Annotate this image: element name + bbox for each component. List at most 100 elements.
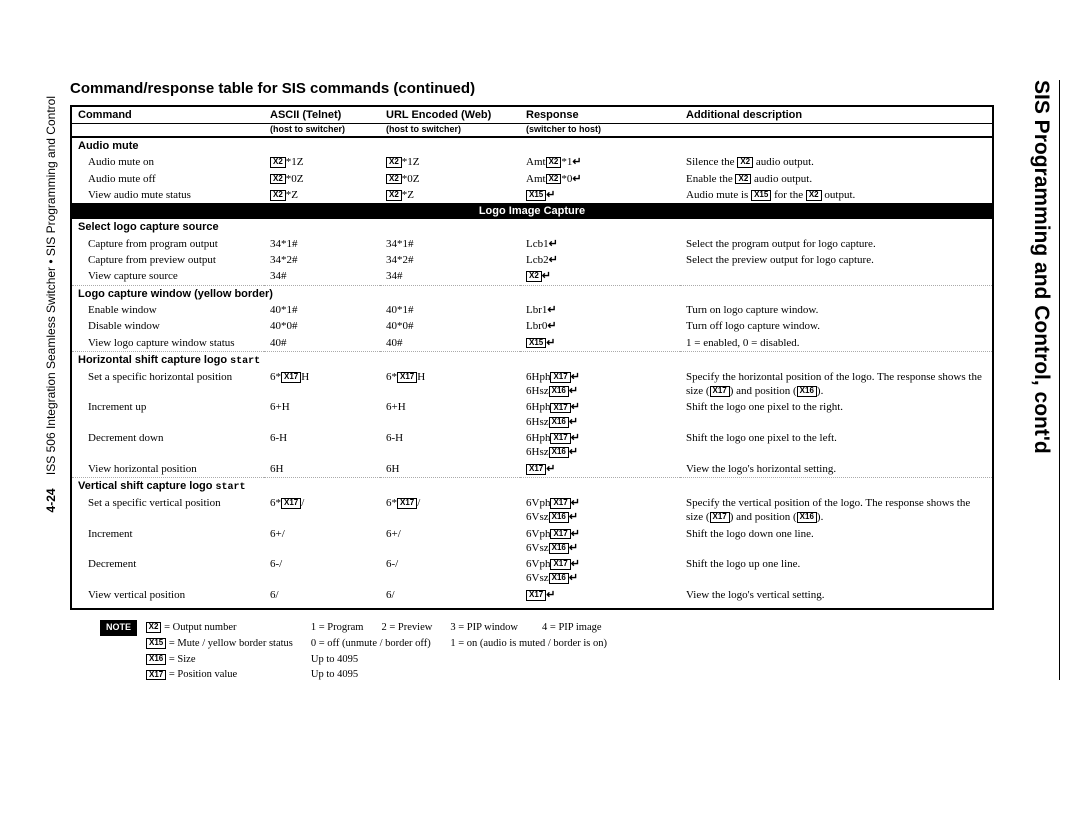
table-row: Set a specific vertical position 6*X17/ … <box>72 495 992 526</box>
resp: Amt <box>526 156 546 168</box>
cmd-cell: Set a specific horizontal position <box>72 369 264 400</box>
code: H <box>417 371 425 383</box>
sub-blank <box>72 124 264 138</box>
table-row: View logo capture window status 40# 40# … <box>72 335 992 352</box>
var-x16: X16 <box>797 386 817 397</box>
desc-cell: Silence the X2 audio output. <box>680 154 992 170</box>
var-x2: X2 <box>270 174 286 185</box>
var-x16: X16 <box>549 386 569 397</box>
col-url: URL Encoded (Web) <box>380 107 520 124</box>
cmd-cell: View logo capture window status <box>72 335 264 352</box>
ascii-cell: 6*X17H <box>264 369 380 400</box>
resp-cell: X15↵ <box>520 187 680 203</box>
return-icon: ↵ <box>569 385 578 397</box>
resp-cell: X17↵ <box>520 587 680 608</box>
ascii-cell: X2*Z <box>264 187 380 203</box>
desc-cell: 1 = enabled, 0 = disabled. <box>680 335 992 352</box>
table-row: View capture source 34# 34# X2↵ <box>72 268 992 285</box>
desc-text: Audio mute is <box>686 189 751 201</box>
resp: 6Hph <box>526 432 550 444</box>
code: *0Z <box>286 173 304 185</box>
url-cell: 34*1# <box>380 236 520 252</box>
note-text: = Size <box>166 654 195 665</box>
cmd-cell: Disable window <box>72 318 264 334</box>
var-x17: X17 <box>281 498 301 509</box>
note-cell: 3 = PIP window <box>450 620 542 636</box>
var-x16: X16 <box>549 447 569 458</box>
resp-cell: X15↵ <box>520 335 680 352</box>
ascii-cell: 6/ <box>264 587 380 608</box>
code: *1Z <box>286 156 304 168</box>
ascii-cell: 6H <box>264 461 380 478</box>
note-cell: X15 = Mute / yellow border status <box>100 636 311 652</box>
note-cell: Up to 4095 <box>311 667 625 683</box>
desc-cell: Audio mute is X15 for the X2 output. <box>680 187 992 203</box>
return-icon: ↵ <box>569 572 578 584</box>
resp2: 6Hsz <box>526 446 549 458</box>
resp-cell: Lbr1↵ <box>520 302 680 318</box>
url-cell: X2*Z <box>380 187 520 203</box>
desc-cell: Select the preview output for logo captu… <box>680 252 992 268</box>
return-icon: ↵ <box>571 558 580 570</box>
ascii-cell: X2*0Z <box>264 171 380 187</box>
return-icon: ↵ <box>546 589 555 601</box>
ascii-cell: 6+H <box>264 399 380 430</box>
code: 6* <box>386 371 397 383</box>
col-ascii: ASCII (Telnet) <box>264 107 380 124</box>
resp-cell: Lcb1↵ <box>520 236 680 252</box>
var-x17: X17 <box>550 403 570 414</box>
resp: 6Vph <box>526 558 550 570</box>
desc-text: audio output. <box>751 173 812 185</box>
table-row: View horizontal position 6H 6H X17↵ View… <box>72 461 992 478</box>
var-x17: X17 <box>397 372 417 383</box>
var-x17: X17 <box>397 498 417 509</box>
ascii-cell: 40*0# <box>264 318 380 334</box>
resp-cell: Lcb2↵ <box>520 252 680 268</box>
note-cell: X16 = Size <box>100 652 311 668</box>
section-bar-label: Logo Image Capture <box>72 203 992 219</box>
resp: Lcb2 <box>526 254 549 266</box>
var-x2: X2 <box>737 157 753 168</box>
table-row: Audio mute on X2*1Z X2*1Z AmtX2*1↵ Silen… <box>72 154 992 170</box>
url-cell: 40*1# <box>380 302 520 318</box>
ascii-cell: 6*X17/ <box>264 495 380 526</box>
var-x17: X17 <box>550 433 570 444</box>
return-icon: ↵ <box>547 304 556 316</box>
section-select-logo: Select logo capture source <box>72 219 992 235</box>
code: *Z <box>402 189 414 201</box>
section-logo-window: Logo capture window (yellow border) <box>72 285 992 302</box>
resp: Lbr1 <box>526 304 547 316</box>
resp2: *1 <box>561 156 572 168</box>
desc-cell: Turn off logo capture window. <box>680 318 992 334</box>
code: *0Z <box>402 173 420 185</box>
resp2: 6Vsz <box>526 511 549 523</box>
return-icon: ↵ <box>546 463 555 475</box>
label-text: Horizontal shift capture logo <box>78 354 230 366</box>
desc-text: audio output. <box>753 156 814 168</box>
var-x2: X2 <box>146 622 162 633</box>
resp-cell: X17↵ <box>520 461 680 478</box>
resp-cell: X2↵ <box>520 268 680 285</box>
resp-cell: 6VphX17↵6VszX16↵ <box>520 556 680 587</box>
return-icon: ↵ <box>572 156 581 168</box>
ascii-cell: 40# <box>264 335 380 352</box>
ascii-cell: 6+/ <box>264 526 380 557</box>
col-desc: Additional description <box>680 107 992 124</box>
code: H <box>301 371 309 383</box>
url-cell: 40# <box>380 335 520 352</box>
code: / <box>301 497 304 509</box>
cmd-cell: Capture from preview output <box>72 252 264 268</box>
url-cell: 6*X17/ <box>380 495 520 526</box>
table-row: Capture from preview output 34*2# 34*2# … <box>72 252 992 268</box>
var-x17: X17 <box>526 590 546 601</box>
resp2: 6Vsz <box>526 542 549 554</box>
desc-cell: Shift the logo one pixel to the right. <box>680 399 992 430</box>
table-row: Set a specific horizontal position 6*X17… <box>72 369 992 400</box>
note-cell: 1 = Program <box>311 620 382 636</box>
var-x16: X16 <box>797 512 817 523</box>
cmd-cell: Decrement <box>72 556 264 587</box>
var-x2: X2 <box>546 174 562 185</box>
code: *Z <box>286 189 298 201</box>
table-row: View vertical position 6/ 6/ X17↵ View t… <box>72 587 992 608</box>
cmd-cell: View audio mute status <box>72 187 264 203</box>
